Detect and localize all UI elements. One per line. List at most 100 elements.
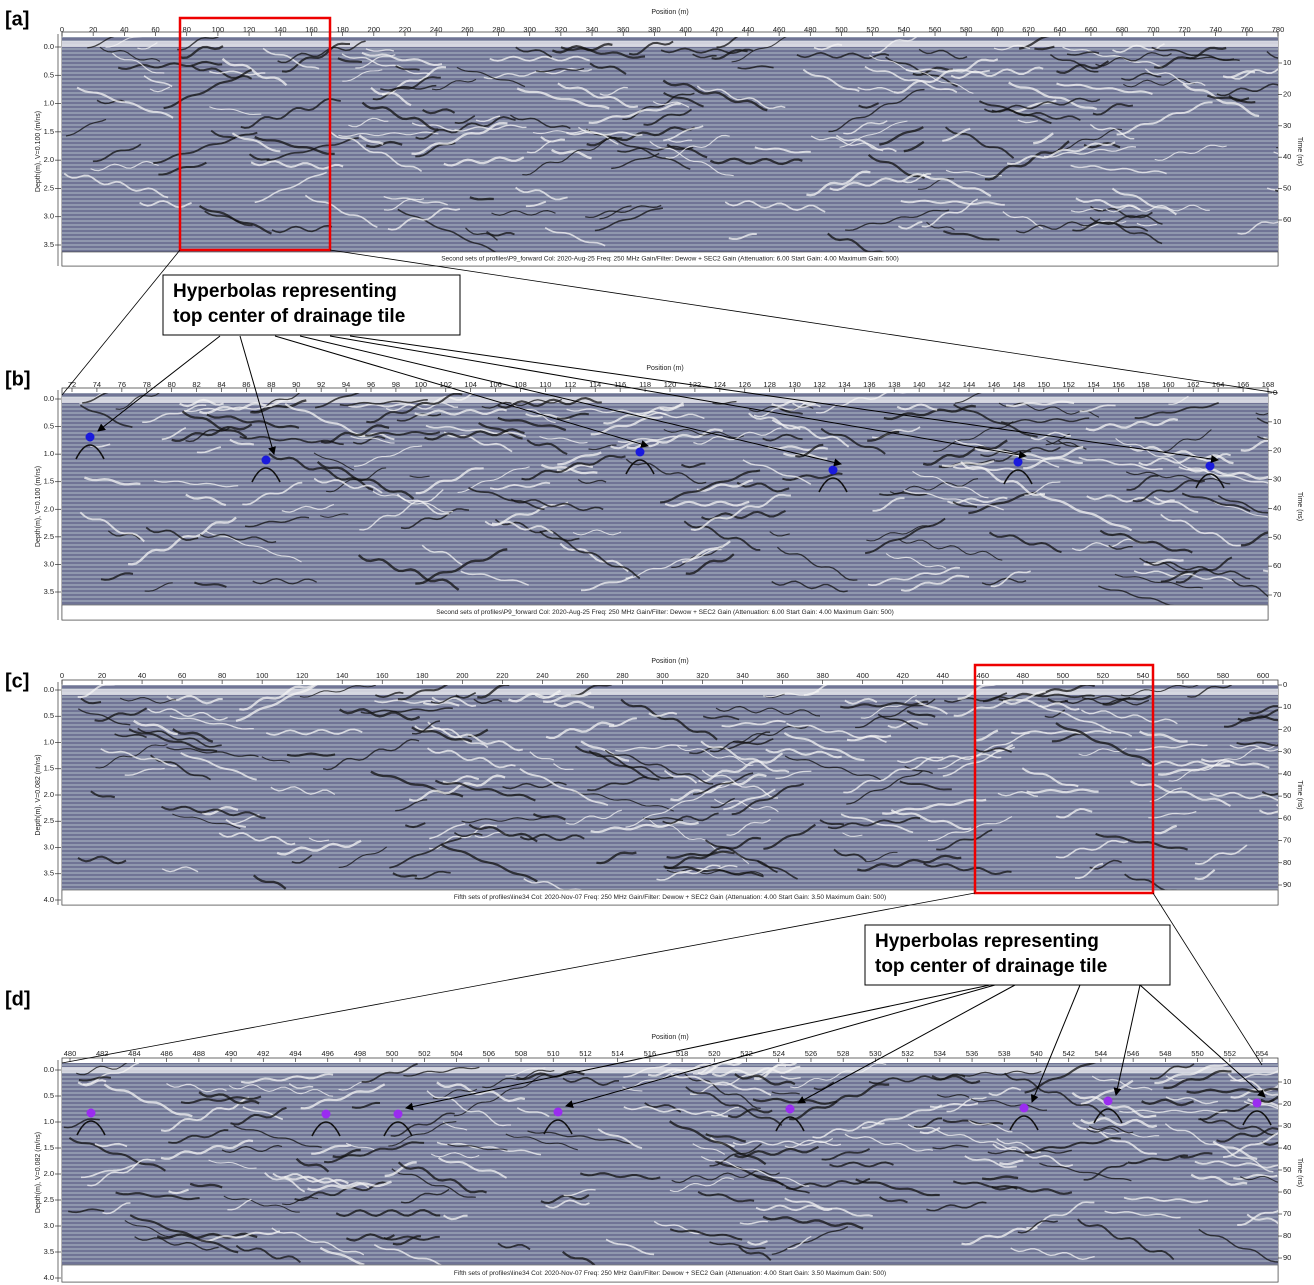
x-axis-title: Position (m) [651,1034,688,1041]
y-tick-label: 3.5 [44,869,54,878]
reflection [1026,1201,1095,1229]
reflection [1240,439,1268,452]
x-tick-label: 508 [515,1049,528,1058]
reflection [198,1091,260,1105]
reflection [700,1155,810,1187]
reflection [270,786,336,796]
reflection [844,697,878,705]
reflection [960,461,1046,497]
reflection [1222,70,1256,79]
reflection [762,1215,864,1230]
x-tick-label: 544 [1095,1049,1108,1058]
reflection [168,1129,229,1144]
reflection [1005,400,1075,408]
reflection [1266,51,1278,59]
reflection [589,62,627,75]
reflection [932,1144,969,1150]
reflection [250,399,307,414]
reflection [819,819,845,826]
reflection [1139,730,1188,743]
reflection [1134,401,1219,419]
reflection [1258,809,1278,815]
reflection [776,546,858,581]
reflection [844,1133,934,1152]
reflection [1071,1092,1157,1119]
reflection [194,581,227,588]
radargram-background [62,393,1268,605]
zoom-connector [61,249,181,396]
reflection [149,86,171,93]
reflection [867,154,925,180]
reflection [840,700,929,709]
x-tick-label: 520 [708,1049,721,1058]
reflection [1187,685,1233,698]
reflection [692,1143,725,1155]
reflection [753,1063,798,1081]
y-axis-title: Depth(m), V=0.100 (m/ns) [35,466,42,547]
y-tick-label: 3.5 [44,1247,54,1256]
tile-marker [1252,1098,1262,1108]
reflection [1038,492,1133,532]
reflection [784,755,882,781]
reflection [400,1188,450,1204]
x-tick-label: 140 [913,380,926,389]
x-tick-label: 220 [399,25,412,34]
reflection [1086,494,1175,506]
reflection [482,1069,555,1089]
reflection [715,705,821,717]
reflection [239,685,316,711]
reflection [161,805,266,819]
y2-tick-label: 40 [1283,769,1291,778]
reflection [731,782,805,816]
reflection [705,1133,746,1143]
reflection [820,427,886,455]
x-tick-label: 482 [96,1049,109,1058]
annotation-text: Hyperbolas representing [875,931,1099,952]
reflection [659,469,761,504]
reflection [1223,708,1278,728]
x-tick-label: 460 [773,25,786,34]
y2-tick-label: 80 [1283,858,1291,867]
reflection [988,1086,1022,1097]
reflection [397,685,449,701]
y2-tick-label: 0 [1283,680,1287,689]
reflection [1160,513,1241,547]
reflection [556,412,589,420]
y2-tick-label: 90 [1283,880,1291,889]
x-tick-label: 140 [336,671,349,680]
reflection [300,1083,386,1110]
reflection [430,695,459,704]
x-tick-label: 620 [1022,25,1035,34]
reflection [114,733,147,739]
reflection [461,816,550,823]
y-tick-label: 1.0 [44,449,54,458]
reflection [1039,1162,1132,1182]
reflection [145,526,199,541]
x-tick-label: 160 [1162,380,1175,389]
reflection [747,1240,768,1246]
reflection [562,1076,620,1086]
x-tick-label: 156 [1112,380,1125,389]
y2-tick-label: 20 [1283,1099,1291,1108]
reflection [1075,197,1141,211]
panel-label: [c] [5,670,29,692]
y-tick-label: 2.5 [44,816,54,825]
reflection [505,1133,578,1151]
x-tick-label: 260 [576,671,589,680]
reflection [516,1107,550,1118]
reflection [726,818,771,836]
x-tick-label: 90 [292,380,300,389]
reflection [426,1090,511,1127]
reflection [588,102,681,124]
reflection [1092,103,1134,116]
x-tick-label: 320 [696,671,709,680]
reflection [235,1244,301,1264]
reflection [341,53,431,75]
reflection [829,1161,894,1168]
reflection [117,60,223,71]
reflection [885,553,947,569]
x-tick-label: 524 [772,1049,785,1058]
reflection [789,1083,890,1121]
reflection [599,205,632,220]
reflection [440,843,538,883]
